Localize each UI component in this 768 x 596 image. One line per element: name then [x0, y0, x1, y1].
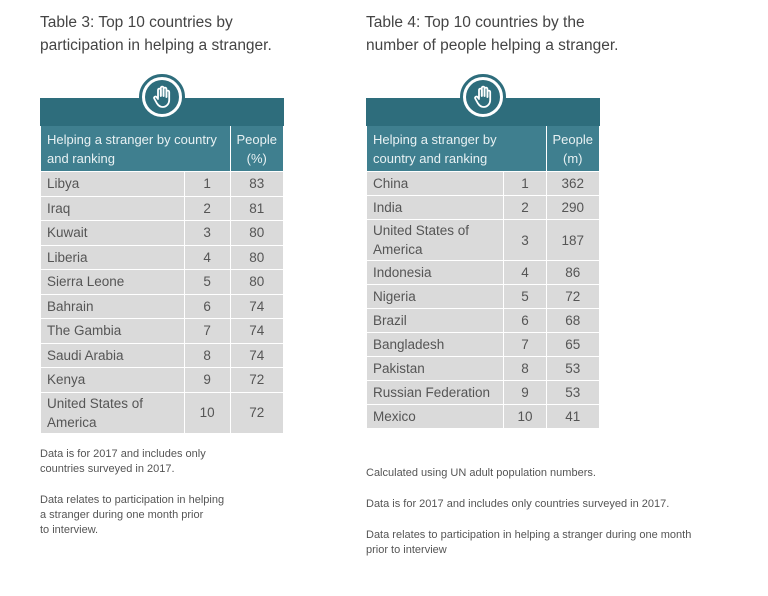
value-cell: 68 — [545, 308, 601, 333]
rank-cell: 1 — [503, 171, 547, 196]
table-4-header-label: Helping a stranger by country and rankin… — [366, 126, 547, 172]
country-cell: United States of America — [365, 219, 505, 261]
country-cell: Sierra Leone — [40, 269, 185, 295]
country-cell: Pakistan — [365, 356, 505, 381]
rank-cell: 8 — [183, 342, 231, 368]
table-4-notes: Calculated using UN adult population num… — [366, 466, 746, 574]
table-3-header-label: Helping a stranger by country and rankin… — [40, 126, 231, 172]
rank-cell: 10 — [503, 404, 547, 429]
rank-cell: 9 — [183, 367, 231, 393]
value-cell: 72 — [229, 367, 285, 393]
value-cell: 53 — [545, 356, 601, 381]
country-cell: China — [365, 171, 505, 196]
table-row: Nigeria 5 72 — [365, 284, 601, 309]
table-3-notes: Data is for 2017 and includes only count… — [40, 447, 290, 554]
table-row: Libya 1 83 — [40, 171, 285, 197]
country-cell: Mexico — [365, 404, 505, 429]
country-cell: Iraq — [40, 195, 185, 221]
rank-cell: 5 — [183, 269, 231, 295]
country-cell: Nigeria — [365, 284, 505, 309]
table-row: Brazil 6 68 — [365, 308, 601, 333]
value-cell: 290 — [545, 195, 601, 220]
table-row: The Gambia 7 74 — [40, 318, 285, 344]
rank-cell: 2 — [183, 195, 231, 221]
note: Data is for 2017 and includes only count… — [40, 448, 206, 475]
rank-cell: 2 — [503, 195, 547, 220]
country-cell: Bangladesh — [365, 332, 505, 357]
country-cell: Kuwait — [40, 220, 185, 246]
table-row: United States of America 10 72 — [40, 391, 285, 434]
table-row: Indonesia 4 86 — [365, 260, 601, 285]
value-cell: 80 — [229, 269, 285, 295]
country-cell: Bahrain — [40, 293, 185, 319]
country-cell: Indonesia — [365, 260, 505, 285]
table-row: India 2 290 — [365, 195, 601, 220]
table-row: Liberia 4 80 — [40, 244, 285, 270]
value-cell: 83 — [229, 171, 285, 197]
rank-cell: 6 — [183, 293, 231, 319]
country-cell: Brazil — [365, 308, 505, 333]
rank-cell: 4 — [503, 260, 547, 285]
country-cell: Kenya — [40, 367, 185, 393]
value-cell: 72 — [229, 391, 285, 434]
rank-cell: 6 — [503, 308, 547, 333]
table-3-grid: Helping a stranger by country and rankin… — [40, 126, 285, 434]
country-cell: The Gambia — [40, 318, 185, 344]
table-3: Helping a stranger by country and rankin… — [40, 74, 285, 434]
rank-cell: 3 — [183, 220, 231, 246]
value-cell: 74 — [229, 293, 285, 319]
note: Data relates to participation in helping… — [366, 529, 692, 556]
table-row: Kuwait 3 80 — [40, 220, 285, 246]
country-cell: Libya — [40, 171, 185, 197]
note: Data relates to participation in helping… — [40, 494, 225, 536]
table-4-header-value: People (m) — [545, 126, 601, 172]
value-cell: 41 — [545, 404, 601, 429]
rank-cell: 4 — [183, 244, 231, 270]
table-row: Saudi Arabia 8 74 — [40, 342, 285, 368]
rank-cell: 7 — [503, 332, 547, 357]
value-cell: 80 — [229, 244, 285, 270]
table-row: United States of America 3 187 — [365, 219, 601, 261]
country-cell: United States of America — [40, 391, 185, 434]
table-4-grid: Helping a stranger by country and rankin… — [365, 126, 601, 429]
rank-cell: 5 — [503, 284, 547, 309]
value-cell: 86 — [545, 260, 601, 285]
rank-cell: 9 — [503, 380, 547, 405]
value-cell: 72 — [545, 284, 601, 309]
table-row: Iraq 2 81 — [40, 195, 285, 221]
country-cell: India — [365, 195, 505, 220]
raised-hand-icon — [460, 74, 506, 120]
rank-cell: 3 — [503, 219, 547, 261]
table-row: Pakistan 8 53 — [365, 356, 601, 381]
rank-cell: 1 — [183, 171, 231, 197]
value-cell: 362 — [545, 171, 601, 196]
table-4-title: Table 4: Top 10 countries by the number … — [366, 14, 619, 54]
table-3-header-value: People (%) — [229, 126, 285, 172]
country-cell: Liberia — [40, 244, 185, 270]
rank-cell: 8 — [503, 356, 547, 381]
table-row: Mexico 10 41 — [365, 404, 601, 429]
note: Data is for 2017 and includes only count… — [366, 498, 670, 510]
table-row: China 1 362 — [365, 171, 601, 196]
value-cell: 80 — [229, 220, 285, 246]
rank-cell: 10 — [183, 391, 231, 434]
table-row: Bangladesh 7 65 — [365, 332, 601, 357]
raised-hand-icon — [139, 74, 185, 120]
value-cell: 74 — [229, 342, 285, 368]
table-row: Russian Federation 9 53 — [365, 380, 601, 405]
value-cell: 65 — [545, 332, 601, 357]
note: Calculated using UN adult population num… — [366, 467, 596, 479]
value-cell: 74 — [229, 318, 285, 344]
table-row: Sierra Leone 5 80 — [40, 269, 285, 295]
table-row: Kenya 9 72 — [40, 367, 285, 393]
value-cell: 81 — [229, 195, 285, 221]
country-cell: Russian Federation — [365, 380, 505, 405]
table-row: Bahrain 6 74 — [40, 293, 285, 319]
table-4: Helping a stranger by country and rankin… — [365, 74, 601, 429]
country-cell: Saudi Arabia — [40, 342, 185, 368]
rank-cell: 7 — [183, 318, 231, 344]
value-cell: 53 — [545, 380, 601, 405]
table-3-title: Table 3: Top 10 countries by participati… — [40, 14, 272, 54]
value-cell: 187 — [545, 219, 601, 261]
